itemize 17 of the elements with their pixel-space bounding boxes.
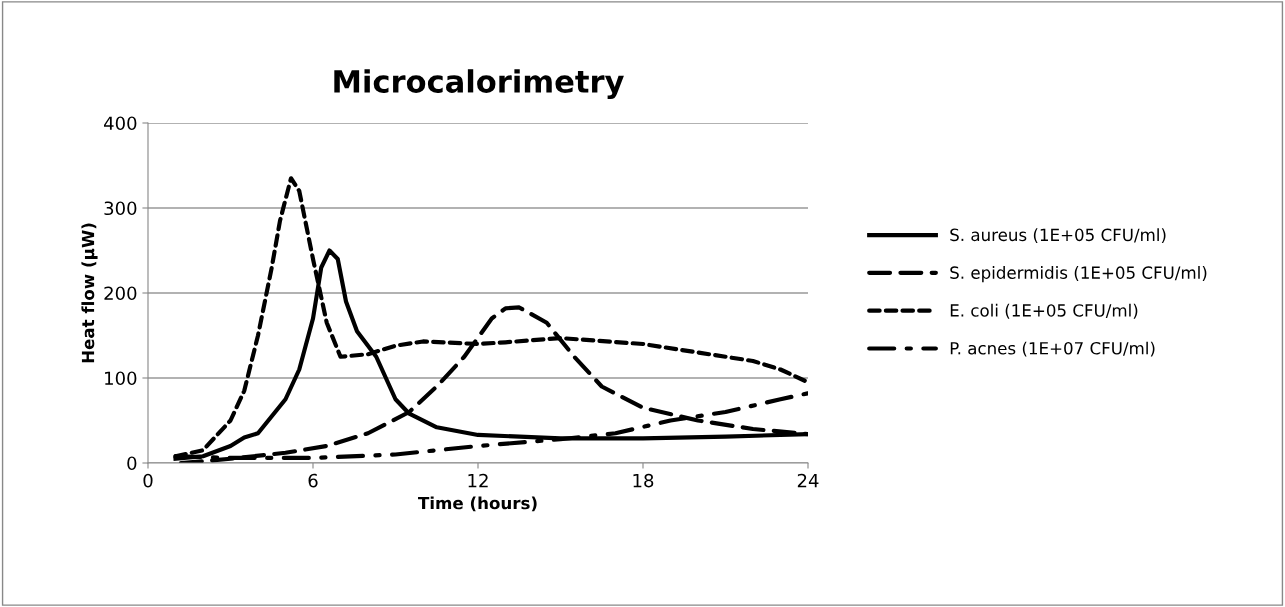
y-tick-label: 100 (105, 371, 137, 386)
x-tick-label: 12 (468, 473, 488, 488)
y-axis-title: Heat flow (µW) (81, 223, 98, 363)
chart-title: Microcalorimetry (334, 69, 624, 100)
y-tick-label: 200 (104, 286, 137, 301)
x-tick-label: 6 (308, 473, 318, 488)
legend-label: P. acnes (1E+07 CFU/ml) (950, 341, 1155, 357)
x-tick-label: 18 (633, 473, 654, 488)
y-tick-label: 0 (127, 456, 137, 471)
y-tick-label: 400 (104, 116, 137, 131)
x-tick-label: 0 (143, 473, 153, 488)
x-axis-title: Time (hours) (418, 496, 537, 512)
legend-label: S. epidermidis (1E+05 CFU/ml) (950, 266, 1207, 283)
legend-label: E. coli (1E+05 CFU/ml) (950, 303, 1138, 319)
legend-label: S. aureus (1E+05 CFU/ml) (950, 228, 1166, 244)
x-tick-label: 24 (797, 473, 819, 488)
y-tick-label: 300 (104, 201, 137, 216)
